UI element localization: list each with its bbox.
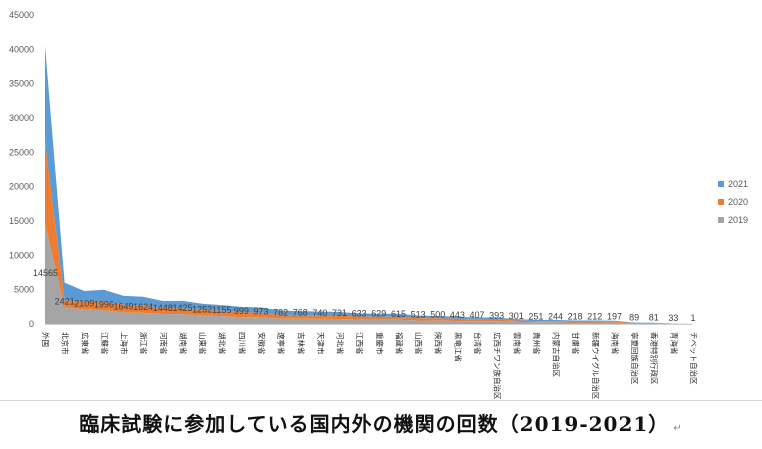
data-label: 731	[332, 308, 347, 318]
data-label: 2109	[74, 299, 94, 309]
data-label: 615	[391, 309, 406, 319]
x-tick-label: 山西省	[414, 332, 424, 355]
data-label: 212	[587, 312, 602, 322]
data-label: 1425	[172, 303, 192, 313]
x-tick-label: 北京市	[61, 332, 71, 355]
data-label: 251	[528, 311, 543, 321]
data-label: 999	[234, 306, 249, 316]
stacked-area-chart: 0 5000 10000 15000 20000 25000 30000 35000 40000…	[9, 10, 748, 400]
x-tick-label: 山東省	[198, 332, 208, 355]
data-label: 2421	[55, 296, 75, 306]
data-label: 89	[629, 312, 639, 322]
return-mark: ↵	[673, 423, 683, 434]
x-tick-label: 天津市	[316, 332, 326, 355]
x-tick-label: 湖南省	[178, 332, 188, 355]
x-tick-label: 浙江省	[139, 332, 149, 355]
x-tick-label: 香港特別行政区	[650, 332, 660, 385]
x-tick-label: 遼寧省	[277, 332, 287, 355]
legend-swatch-2019	[718, 217, 724, 223]
data-label: 218	[568, 312, 583, 322]
y-tick-label: 20000	[9, 182, 34, 192]
x-tick-label: 河南省	[159, 332, 169, 355]
x-tick-label: チベット自治区	[689, 332, 699, 385]
data-label: 500	[430, 310, 445, 320]
data-label: 740	[312, 308, 327, 318]
x-tick-label: 重慶市	[375, 332, 385, 355]
data-labels: 14565 2421 2109 1996 1649 1624 1448 1425 1252 115…	[33, 268, 696, 323]
y-tick-label: 5000	[14, 285, 34, 295]
data-label: 1649	[114, 302, 134, 312]
data-label: 14565	[33, 268, 58, 278]
data-label: 1448	[153, 303, 173, 313]
data-label: 973	[253, 306, 268, 316]
legend-swatch-2020	[718, 199, 724, 205]
area-series-2020	[45, 141, 693, 324]
y-tick-label: 35000	[9, 79, 34, 89]
x-tick-label: 福建省	[394, 332, 404, 355]
y-tick-label: 40000	[9, 44, 34, 54]
caption-text: 臨床試験に参加している国内外の機関の回数（2019-2021）	[79, 412, 670, 436]
x-tick-label: 黒竜江省	[453, 332, 463, 362]
legend-label-2019: 2019	[728, 215, 748, 225]
data-label: 782	[273, 308, 288, 318]
data-label: 244	[548, 311, 563, 321]
x-tick-label: 上海市	[120, 332, 130, 355]
data-label: 197	[607, 312, 622, 322]
x-tick-label: 江蘇省	[100, 332, 110, 355]
y-tick-label: 45000	[9, 10, 34, 20]
data-label: 443	[450, 310, 465, 320]
data-label: 1996	[94, 299, 114, 309]
data-label: 407	[469, 310, 484, 320]
x-tick-label: 青海省	[669, 332, 679, 355]
legend: 2021 2020 2019	[718, 179, 748, 225]
data-label: 1155	[212, 305, 231, 315]
x-tick-label: 吉林省	[296, 332, 306, 355]
x-tick-label: 寧夏回族自治区	[630, 332, 640, 385]
chart-area: 0 5000 10000 15000 20000 25000 30000 35000 40000…	[0, 10, 762, 401]
data-label: 513	[411, 309, 426, 319]
x-tick-label: 河北省	[336, 332, 346, 355]
x-tick-label: 台湾省	[473, 332, 483, 355]
data-label: 1	[690, 313, 695, 323]
x-tick-label: 甘粛省	[571, 332, 581, 355]
y-axis: 0 5000 10000 15000 20000 25000 30000 35000 40000…	[9, 10, 34, 329]
x-tick-label: 貴州省	[532, 332, 542, 355]
x-tick-label: 安徽省	[257, 332, 267, 355]
x-tick-label: 内蒙古自治区	[552, 332, 562, 377]
figure-caption: 臨床試験に参加している国内外の機関の回数（2019-2021） ↵	[0, 408, 762, 437]
data-label: 1624	[133, 302, 153, 312]
data-label: 768	[293, 308, 308, 318]
x-tick-label: 広西チワン族自治区	[493, 332, 503, 400]
data-label: 33	[668, 313, 678, 323]
legend-swatch-2021	[718, 181, 724, 187]
data-label: 629	[371, 309, 386, 319]
area-series-2021	[45, 45, 693, 324]
x-tick-label: 雲南省	[512, 332, 522, 355]
x-tick-label: 広東省	[80, 332, 90, 355]
x-tick-label: 江西省	[355, 332, 365, 355]
legend-label-2021: 2021	[728, 179, 748, 189]
data-label: 633	[352, 309, 367, 319]
data-label: 1252	[192, 304, 212, 314]
area-series	[45, 45, 693, 324]
data-label: 301	[509, 311, 524, 321]
x-tick-label: 四川省	[237, 332, 247, 355]
x-tick-label: 陝西省	[434, 332, 444, 355]
x-tick-label: 湖北省	[218, 332, 228, 355]
y-tick-label: 10000	[9, 250, 34, 260]
x-tick-label: 外国	[41, 332, 51, 347]
x-tick-label: 新疆ウイグル自治区	[591, 332, 601, 400]
y-tick-label: 15000	[9, 216, 34, 226]
legend-label-2020: 2020	[728, 197, 748, 207]
data-label: 393	[489, 310, 504, 320]
area-series-2019	[45, 223, 693, 324]
y-tick-label: 0	[29, 319, 34, 329]
x-axis: 外国 北京市 広東省 江蘇省 上海市 浙江省 河南省 湖南省 山東省 湖北省 四川省 安徽省 遼寧省 吉林…	[41, 324, 699, 400]
data-label: 81	[649, 312, 659, 322]
y-tick-label: 30000	[9, 113, 34, 123]
x-tick-label: 海南省	[610, 332, 620, 355]
y-tick-label: 25000	[9, 147, 34, 157]
